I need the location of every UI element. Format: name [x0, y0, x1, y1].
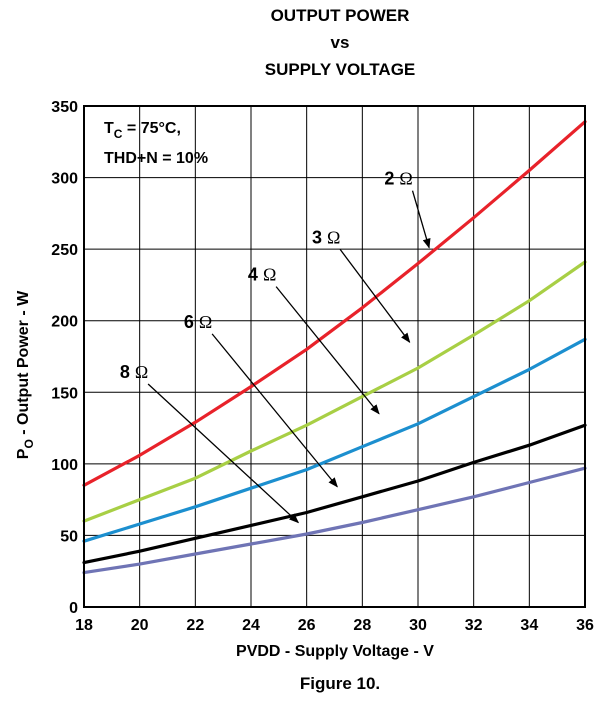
- y-axis-label: PO - Output Power - W: [15, 290, 36, 459]
- y-tick-label-7: 350: [51, 99, 78, 116]
- x-tick-label-6: 30: [409, 617, 427, 634]
- y-tick-label-1: 50: [60, 528, 78, 545]
- series-line-2-ohm: [82, 120, 587, 487]
- series-annotations: 2 Ω 3 Ω 4 Ω 6 Ω 8 Ω: [120, 169, 431, 524]
- series-line-4-ohm: [82, 337, 587, 543]
- chart-title-line-1: OUTPUT POWER: [270, 6, 410, 25]
- series-arrow-6-ohm: [211, 333, 338, 488]
- tick-labels: 18 20 22 24 26 28 30 32 34 36 0 50 100 150 200 250 300 35…: [51, 99, 594, 634]
- y-tick-label-4: 200: [51, 314, 78, 331]
- series-line-8-ohm: [82, 466, 587, 575]
- x-tick-label-2: 22: [186, 617, 204, 634]
- series-label-8-ohm: 8 Ω: [120, 362, 148, 382]
- chart-title-line-2: vs: [330, 33, 350, 52]
- condition-tc-sub: C: [114, 127, 123, 141]
- condition-tc: TC = 75°C,: [104, 120, 181, 141]
- grid: [83, 105, 586, 608]
- series-arrow-8-ohm: [147, 383, 300, 524]
- condition-tc-main: T: [104, 120, 114, 137]
- figure-caption: Figure 10.: [299, 674, 381, 693]
- y-axis-label-sub: O: [22, 439, 36, 448]
- series-arrow-4-ohm: [275, 286, 380, 415]
- y-tick-label-5: 250: [51, 242, 78, 259]
- x-tick-label-0: 18: [75, 617, 93, 634]
- x-tick-label-5: 28: [353, 617, 371, 634]
- series-label-6-ohm: 6 Ω: [184, 312, 212, 332]
- x-tick-label-7: 32: [465, 617, 483, 634]
- condition-tc-rest: = 75°C,: [122, 120, 180, 137]
- series-label-2-ohm: 2 Ω: [384, 169, 412, 189]
- series-lines: [82, 120, 587, 575]
- series-line-3-ohm: [82, 260, 587, 523]
- y-tick-label-6: 300: [51, 171, 78, 188]
- series-label-3-ohm: 3 Ω: [312, 227, 340, 247]
- x-axis-label: PVDD - Supply Voltage - V: [236, 643, 434, 660]
- y-tick-label-2: 100: [51, 457, 78, 474]
- y-axis-label-rest: - Output Power - W: [15, 290, 32, 439]
- condition-thd: THD+N = 10%: [104, 150, 208, 167]
- plot-frame: [83, 105, 586, 608]
- y-tick-label-3: 150: [51, 385, 78, 402]
- y-axis-label-main: P: [15, 448, 32, 459]
- series-line-6-ohm: [82, 423, 587, 565]
- series-arrow-2-ohm: [411, 190, 431, 249]
- chart-title-line-3: SUPPLY VOLTAGE: [264, 60, 416, 79]
- conditions-box: TC = 75°C, THD+N = 10%: [104, 120, 208, 167]
- x-tick-label-1: 20: [131, 617, 149, 634]
- series-arrow-3-ohm: [339, 249, 411, 343]
- x-tick-label-8: 34: [520, 617, 538, 634]
- y-tick-label-0: 0: [69, 600, 78, 617]
- x-tick-label-4: 26: [298, 617, 316, 634]
- plot-border: [83, 105, 586, 608]
- x-tick-label-9: 36: [576, 617, 594, 634]
- series-label-4-ohm: 4 Ω: [248, 265, 276, 285]
- x-tick-label-3: 24: [242, 617, 260, 634]
